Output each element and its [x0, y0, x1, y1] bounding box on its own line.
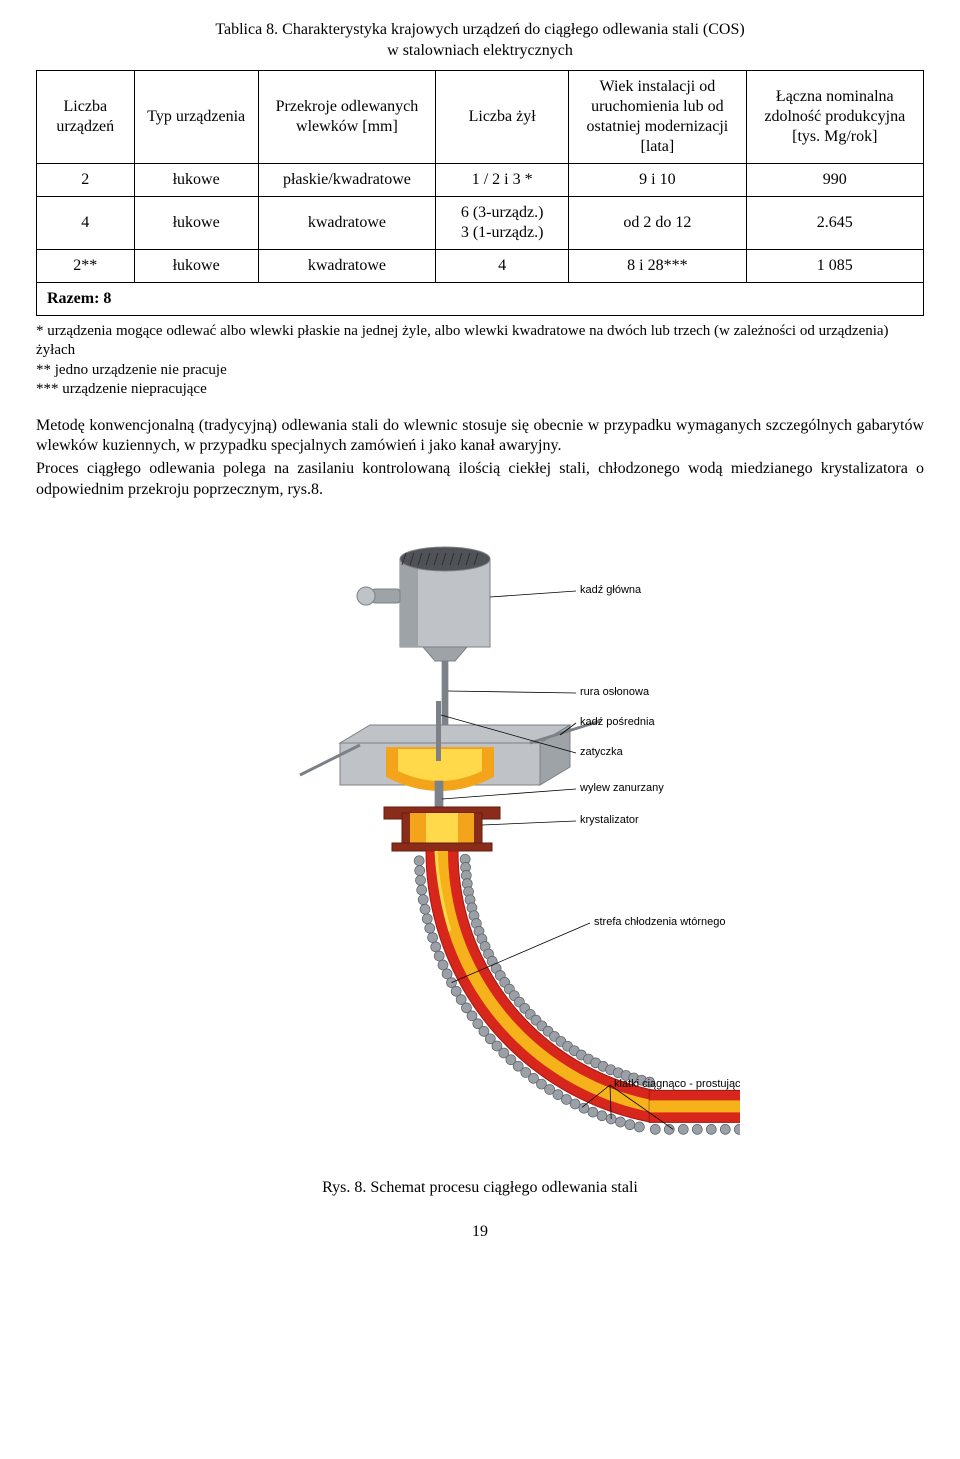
footnote-2: ** jedno urządzenie nie pracuje — [36, 361, 924, 381]
figure-caption: Rys. 8. Schemat procesu ciągłego odlewan… — [36, 1179, 924, 1197]
table-cell: łukowe — [134, 163, 258, 196]
table-footnotes: * urządzenia mogące odlewać albo wlewki … — [36, 322, 924, 400]
svg-text:wylew zanurzany: wylew zanurzany — [579, 782, 664, 794]
table-cell: łukowe — [134, 196, 258, 249]
table-cell: 8 i 28*** — [569, 249, 746, 282]
svg-text:rura osłonowa: rura osłonowa — [580, 686, 650, 698]
table-cell: kwadratowe — [258, 196, 435, 249]
footnote-1: * urządzenia mogące odlewać albo wlewki … — [36, 322, 924, 361]
table-header-cell: Liczba urządzeń — [37, 70, 135, 163]
table-cell: 1 / 2 i 3 * — [436, 163, 569, 196]
table-cell: płaskie/kwadratowe — [258, 163, 435, 196]
table-header-cell: Przekroje odlewanych wlewków [mm] — [258, 70, 435, 163]
table-cell: 2.645 — [746, 196, 923, 249]
table-cell: 4 — [37, 196, 135, 249]
caption-line-2: w stalowniach elektrycznych — [387, 42, 573, 59]
table-cell: 1 085 — [746, 249, 923, 282]
table-total-cell: Razem: 8 — [37, 282, 924, 315]
table-header-row: Liczba urządzeńTyp urządzeniaPrzekroje o… — [37, 70, 924, 163]
table-header-cell: Łączna nominalna zdolność produkcyjna [t… — [746, 70, 923, 163]
table-cell: kwadratowe — [258, 249, 435, 282]
table-row: 4łukowekwadratowe6 (3-urządz.)3 (1-urząd… — [37, 196, 924, 249]
table-cell: 4 — [436, 249, 569, 282]
table-caption: Tablica 8. Charakterystyka krajowych urz… — [36, 20, 924, 62]
table-cell: 990 — [746, 163, 923, 196]
casting-diagram: kadź główna rura osłonowa kadź pośrednia za… — [220, 525, 740, 1165]
svg-text:klatki ciągnąco - prostujące: klatki ciągnąco - prostujące — [614, 1078, 740, 1090]
table-header-cell: Typ urządzenia — [134, 70, 258, 163]
table-header-cell: Liczba żył — [436, 70, 569, 163]
table-total-row: Razem: 8 — [37, 282, 924, 315]
table-cell: 2 — [37, 163, 135, 196]
figure-container: kadź główna rura osłonowa kadź pośrednia za… — [36, 525, 924, 1165]
footnote-3: *** urządzenie niepracujące — [36, 380, 924, 400]
svg-text:strefa chłodzenia wtórnego: strefa chłodzenia wtórnego — [594, 916, 725, 928]
svg-text:kadź główna: kadź główna — [580, 584, 642, 596]
table-row: 2**łukowekwadratowe48 i 28***1 085 — [37, 249, 924, 282]
svg-text:kadź pośrednia: kadź pośrednia — [580, 716, 655, 728]
table-cell: łukowe — [134, 249, 258, 282]
caption-line-1: Tablica 8. Charakterystyka krajowych urz… — [215, 21, 744, 38]
table-cell: od 2 do 12 — [569, 196, 746, 249]
svg-text:krystalizator: krystalizator — [580, 814, 639, 826]
table-cell: 2** — [37, 249, 135, 282]
table-header-cell: Wiek instalacji od uruchomienia lub od o… — [569, 70, 746, 163]
body-paragraph-1: Metodę konwencjonalną (tradycyjną) odlew… — [36, 416, 924, 458]
table-cell: 6 (3-urządz.)3 (1-urządz.) — [436, 196, 569, 249]
main-table: Liczba urządzeńTyp urządzeniaPrzekroje o… — [36, 70, 924, 316]
table-cell: 9 i 10 — [569, 163, 746, 196]
table-body: 2łukowepłaskie/kwadratowe1 / 2 i 3 *9 i … — [37, 163, 924, 315]
page-number: 19 — [36, 1223, 924, 1241]
table-row: 2łukowepłaskie/kwadratowe1 / 2 i 3 *9 i … — [37, 163, 924, 196]
body-paragraph-2: Proces ciągłego odlewania polega na zasi… — [36, 459, 924, 501]
svg-text:zatyczka: zatyczka — [580, 746, 624, 758]
